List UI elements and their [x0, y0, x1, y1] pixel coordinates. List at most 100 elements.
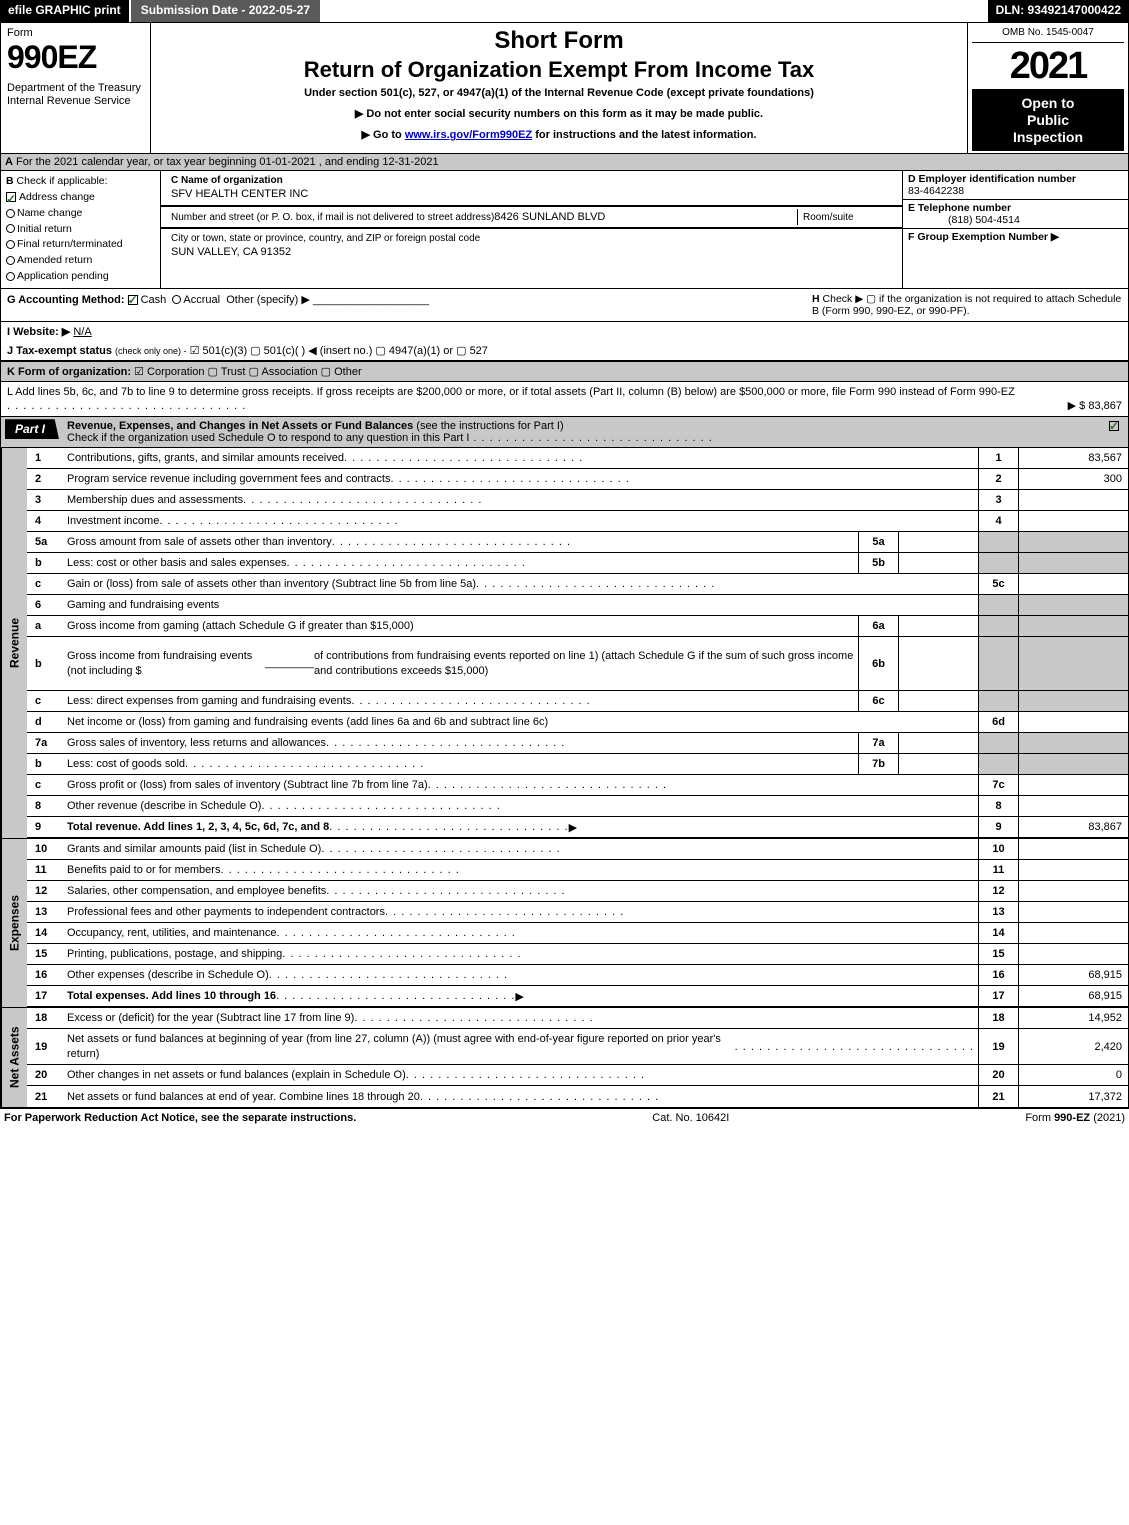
line17-desc: Total expenses. Add lines 10 through 16 [67, 990, 276, 1002]
line11-amt [1018, 860, 1128, 880]
revenue-section: Revenue 1Contributions, gifts, grants, a… [1, 448, 1128, 838]
revenue-side-label: Revenue [1, 448, 27, 838]
line6c-sub: 6c [858, 691, 898, 711]
d-label: D Employer identification number [908, 173, 1076, 185]
e-label: E Telephone number [908, 202, 1011, 214]
line3-num: 3 [978, 490, 1018, 510]
line7b-desc: Less: cost of goods sold [67, 758, 185, 770]
line6a-greyamt [1018, 616, 1128, 636]
line11-num: 11 [978, 860, 1018, 880]
irs-link[interactable]: www.irs.gov/Form990EZ [405, 129, 532, 141]
f-label: F Group Exemption Number ▶ [908, 231, 1059, 243]
line5b-subamt [898, 553, 978, 573]
line7a-grey [978, 733, 1018, 753]
h-block: H Check ▶ ▢ if the organization is not r… [812, 293, 1122, 317]
line16-desc: Other expenses (describe in Schedule O) [67, 969, 269, 981]
line2-num: 2 [978, 469, 1018, 489]
line20-num: 20 [978, 1065, 1018, 1085]
org-city: SUN VALLEY, CA 91352 [166, 246, 897, 261]
topbar-spacer [320, 0, 987, 22]
line13-num: 13 [978, 902, 1018, 922]
line6a-subamt [898, 616, 978, 636]
line6d-desc: Net income or (loss) from gaming and fun… [67, 716, 548, 728]
line5b-desc: Less: cost or other basis and sales expe… [67, 557, 287, 569]
g-cash: Cash [141, 294, 167, 306]
note-goto-pre: ▶ Go to [362, 129, 405, 141]
part1-checkbox[interactable] [1103, 417, 1128, 435]
line9-desc: Total revenue. Add lines 1, 2, 3, 4, 5c,… [67, 821, 329, 833]
opt-initial-return[interactable]: Initial return [6, 222, 155, 238]
under-section: Under section 501(c), 527, or 4947(a)(1)… [159, 87, 959, 99]
line3-desc: Membership dues and assessments [67, 494, 243, 506]
line6a-sub: 6a [858, 616, 898, 636]
c-label: C Name of organization [171, 175, 283, 186]
g-cash-check[interactable] [128, 295, 138, 305]
line12-num: 12 [978, 881, 1018, 901]
line5c-amt [1018, 574, 1128, 594]
line4-num: 4 [978, 511, 1018, 531]
line12-amt [1018, 881, 1128, 901]
line17-num: 17 [978, 986, 1018, 1006]
part1-header: Part I Revenue, Expenses, and Changes in… [0, 417, 1129, 448]
j-opts: ☑ 501(c)(3) ▢ 501(c)( ) ◀ (insert no.) ▢… [190, 345, 488, 357]
line6d-amt [1018, 712, 1128, 732]
ein-value: 83-4642238 [908, 185, 964, 197]
opt-amended-return[interactable]: Amended return [6, 253, 155, 269]
l-amount: ▶ $ 83,867 [1068, 399, 1122, 413]
note-goto: ▶ Go to www.irs.gov/Form990EZ for instru… [159, 128, 959, 141]
j-sub: (check only one) - [115, 346, 187, 356]
footer-left: For Paperwork Reduction Act Notice, see … [4, 1112, 356, 1124]
line6a-desc: Gross income from gaming (attach Schedul… [67, 620, 414, 632]
form-label: Form [7, 27, 144, 39]
j-label: J Tax-exempt status [7, 345, 112, 357]
line16-amt: 68,915 [1018, 965, 1128, 985]
line7b-sub: 7b [858, 754, 898, 774]
opt-name-change[interactable]: Name change [6, 206, 155, 222]
opt-address-change[interactable]: Address change [6, 190, 155, 206]
line5a-subamt [898, 532, 978, 552]
b-text: Check if applicable: [17, 175, 108, 187]
expenses-side-label: Expenses [1, 839, 27, 1007]
footer-center: Cat. No. 10642I [356, 1112, 1025, 1124]
opt-application-pending[interactable]: Application pending [6, 269, 155, 285]
line11-desc: Benefits paid to or for members [67, 864, 220, 876]
line2-desc: Program service revenue including govern… [67, 473, 390, 485]
omb-number: OMB No. 1545-0047 [972, 25, 1124, 43]
open-inspection: Open to Public Inspection [972, 89, 1124, 151]
line-k: K Form of organization: ☑ Corporation ▢ … [0, 361, 1129, 382]
dln-label: DLN: 93492147000422 [988, 0, 1129, 22]
part1-check-line: Check if the organization used Schedule … [67, 432, 469, 444]
line15-amt [1018, 944, 1128, 964]
city-label: City or town, state or province, country… [166, 231, 897, 246]
col-c: C Name of organization SFV HEALTH CENTER… [161, 171, 903, 287]
line21-num: 21 [978, 1086, 1018, 1107]
line5a-greyamt [1018, 532, 1128, 552]
line19-desc: Net assets or fund balances at beginning… [67, 1032, 735, 1061]
line4-amt [1018, 511, 1128, 531]
efile-label[interactable]: efile GRAPHIC print [0, 0, 129, 22]
line7b-grey [978, 754, 1018, 774]
line5c-num: 5c [978, 574, 1018, 594]
g-other: Other (specify) ▶ [226, 294, 310, 306]
dept-label: Department of the Treasury Internal Reve… [7, 82, 144, 108]
line-a-prefix: A [5, 156, 13, 168]
line6c-desc: Less: direct expenses from gaming and fu… [67, 695, 351, 707]
line6-greyamt [1018, 595, 1128, 615]
line6c-greyamt [1018, 691, 1128, 711]
line8-num: 8 [978, 796, 1018, 816]
line9-num: 9 [978, 817, 1018, 837]
line6b-sub: 6b [858, 637, 898, 690]
col-b: B Check if applicable: Address change Na… [1, 171, 161, 287]
line5a-sub: 5a [858, 532, 898, 552]
page-footer: For Paperwork Reduction Act Notice, see … [0, 1108, 1129, 1127]
line7a-greyamt [1018, 733, 1128, 753]
line-a: A For the 2021 calendar year, or tax yea… [0, 154, 1129, 171]
line10-num: 10 [978, 839, 1018, 859]
opt-final-return[interactable]: Final return/terminated [6, 237, 155, 253]
g-accrual-check[interactable] [172, 295, 181, 304]
line5b-grey [978, 553, 1018, 573]
line7c-num: 7c [978, 775, 1018, 795]
line6b-desc1: Gross income from fundraising events (no… [67, 649, 265, 679]
part1-title: Revenue, Expenses, and Changes in Net As… [67, 420, 413, 432]
line14-desc: Occupancy, rent, utilities, and maintena… [67, 927, 277, 939]
